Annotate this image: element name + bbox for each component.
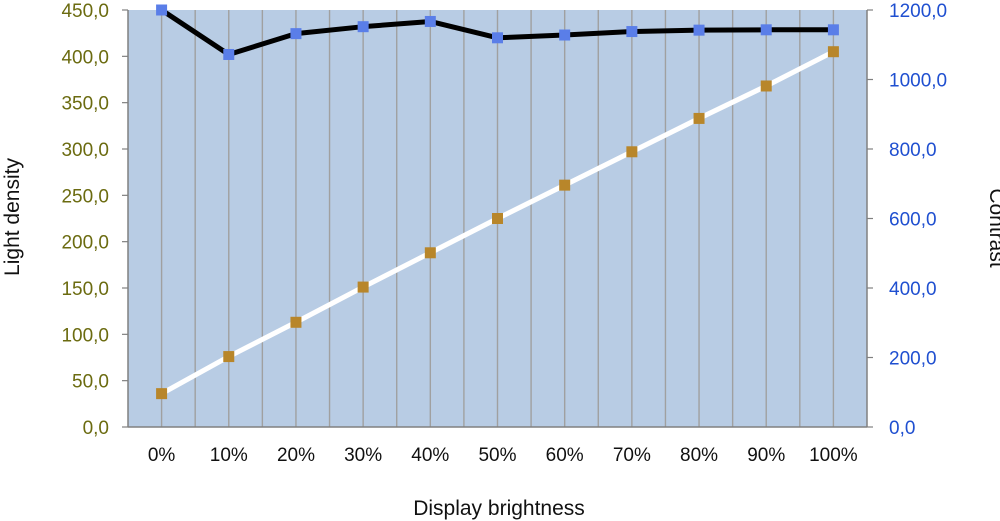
y-axis-title: Light density xyxy=(1,158,24,276)
x-tick-label: 30% xyxy=(344,445,382,466)
x-tick-label: 50% xyxy=(478,445,516,466)
y2-tick-label: 1000,0 xyxy=(889,71,947,92)
series-1-point xyxy=(357,281,369,293)
x-axis-title: Display brightness xyxy=(413,497,585,520)
series-2-point xyxy=(223,48,235,60)
series-1-point xyxy=(693,112,705,124)
y-tick-label: 100,0 xyxy=(61,325,109,346)
y-tick-label: 400,0 xyxy=(61,47,109,68)
y2-tick-label: 200,0 xyxy=(889,349,937,370)
series-2-point xyxy=(424,15,436,27)
x-tick-label: 20% xyxy=(277,445,315,466)
series-2-point xyxy=(357,21,369,33)
y-tick-label: 350,0 xyxy=(61,94,109,115)
series-2-point xyxy=(492,32,503,44)
y-tick-label: 300,0 xyxy=(61,140,109,161)
y-tick-label: 150,0 xyxy=(61,279,109,300)
x-tick-label: 40% xyxy=(411,445,449,466)
x-tick-label: 100% xyxy=(809,445,858,466)
series-2-point xyxy=(156,4,168,16)
series-1-point xyxy=(626,146,638,158)
series-1-point xyxy=(156,388,168,400)
y-tick-label: 50,0 xyxy=(72,372,109,393)
y-tick-label: 200,0 xyxy=(61,233,109,254)
series-2-point xyxy=(290,28,302,40)
x-tick-label: 0% xyxy=(148,445,176,466)
y2-tick-label: 800,0 xyxy=(889,140,937,161)
y-tick-label: 0,0 xyxy=(83,418,109,439)
series-1-point xyxy=(559,179,571,191)
series-1-point xyxy=(492,213,503,224)
series-1-point xyxy=(290,316,302,328)
x-tick-label: 70% xyxy=(613,445,651,466)
y-tick-label: 450,0 xyxy=(61,1,109,22)
x-tick-label: 80% xyxy=(680,445,718,466)
x-tick-label: 10% xyxy=(210,445,248,466)
y2-tick-label: 1200,0 xyxy=(889,1,947,22)
x-tick-label: 60% xyxy=(546,445,584,466)
y2-tick-label: 400,0 xyxy=(889,279,937,300)
y2-tick-label: 600,0 xyxy=(889,210,937,231)
series-2-point xyxy=(559,29,571,41)
series-2-point xyxy=(827,24,839,36)
y2-axis-title: Contrast xyxy=(985,188,1000,268)
series-1-point xyxy=(760,80,772,92)
series-2-point xyxy=(626,26,638,38)
series-1-point xyxy=(827,46,839,58)
y2-tick-label: 0,0 xyxy=(889,418,915,439)
series-2-point xyxy=(693,24,705,36)
y-tick-label: 250,0 xyxy=(61,186,109,207)
series-2-point xyxy=(760,24,772,36)
series-1-point xyxy=(424,247,436,259)
x-tick-label: 90% xyxy=(747,445,785,466)
series-1-point xyxy=(223,351,235,363)
